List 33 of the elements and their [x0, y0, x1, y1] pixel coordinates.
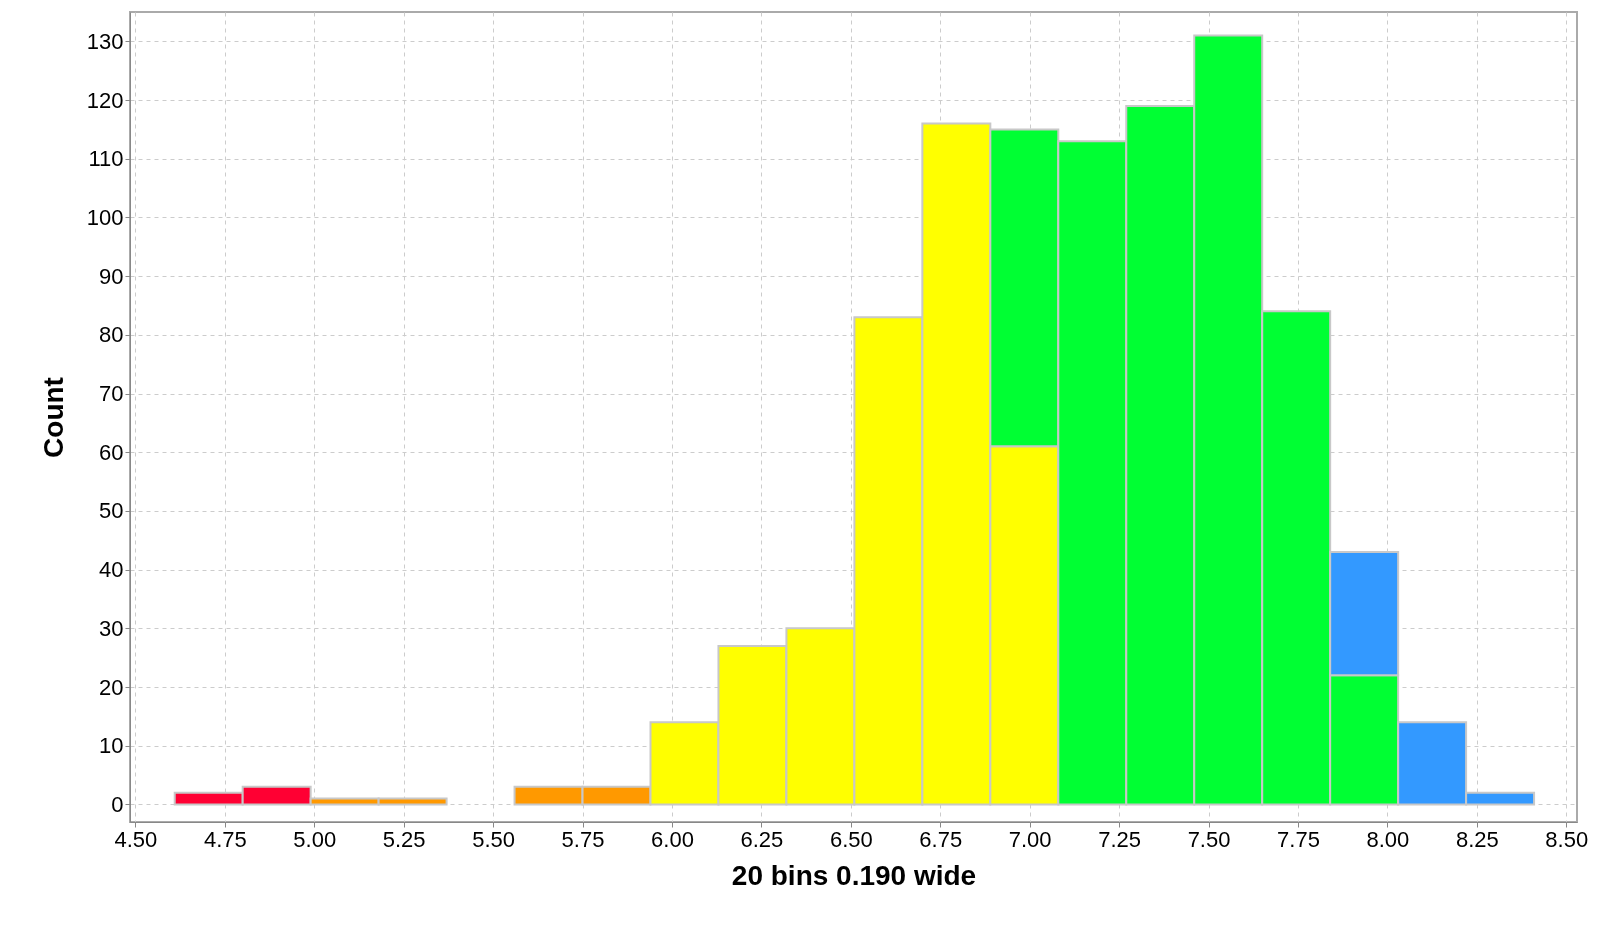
- y-tick-label: 0: [111, 791, 124, 817]
- y-axis-title: Count: [37, 377, 69, 458]
- x-tick-label: 5.00: [293, 826, 337, 852]
- x-tick-label: 8.00: [1366, 826, 1410, 852]
- y-tick-label: 70: [99, 381, 124, 407]
- y-tick-label: 80: [99, 322, 124, 348]
- y-tick-label: 130: [86, 28, 124, 54]
- x-tick-label: 6.75: [919, 826, 963, 852]
- x-tick-label: 5.25: [382, 826, 426, 852]
- x-tick-label: 5.75: [561, 826, 605, 852]
- x-tick-label: 7.25: [1098, 826, 1142, 852]
- y-tick-label: 100: [86, 204, 124, 230]
- x-tick-label: 8.50: [1545, 826, 1589, 852]
- x-tick-label: 4.75: [203, 826, 247, 852]
- y-tick-label: 120: [86, 87, 124, 113]
- x-tick-label: 7.00: [1008, 826, 1052, 852]
- x-tick-label: 4.50: [114, 826, 158, 852]
- x-axis-title: 20 bins 0.190 wide: [731, 859, 977, 891]
- y-tick-label: 110: [88, 146, 124, 172]
- y-tick-label: 20: [99, 674, 124, 700]
- x-tick-label: 6.50: [829, 826, 873, 852]
- x-tick-label: 6.25: [740, 826, 784, 852]
- y-tick-label: 90: [99, 263, 124, 289]
- y-tick-label: 30: [99, 615, 124, 641]
- y-tick-label: 50: [99, 498, 124, 524]
- y-tick-label: 10: [99, 733, 124, 759]
- y-tick-label: 40: [99, 557, 124, 583]
- x-tick-label: 8.25: [1455, 826, 1499, 852]
- x-tick-label: 7.50: [1187, 826, 1231, 852]
- x-tick-label: 5.50: [472, 826, 516, 852]
- x-tick-label: 7.75: [1277, 826, 1320, 852]
- y-tick-label: 60: [99, 439, 124, 465]
- x-tick-label: 6.00: [651, 826, 694, 852]
